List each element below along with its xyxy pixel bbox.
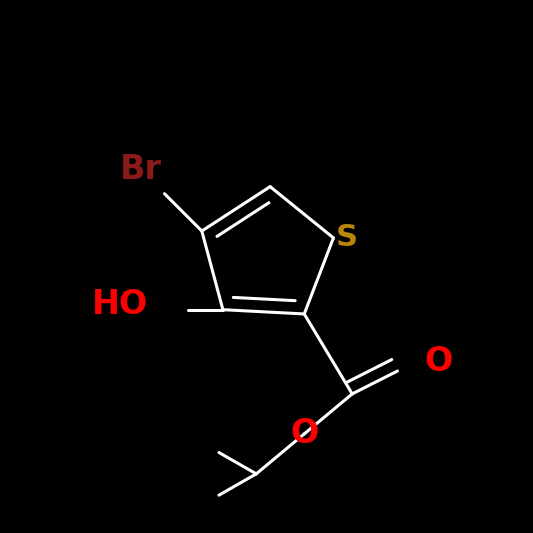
- Text: O: O: [290, 417, 318, 450]
- Text: Br: Br: [119, 153, 161, 186]
- Text: S: S: [336, 223, 358, 253]
- Text: O: O: [424, 345, 453, 378]
- Text: HO: HO: [92, 288, 148, 321]
